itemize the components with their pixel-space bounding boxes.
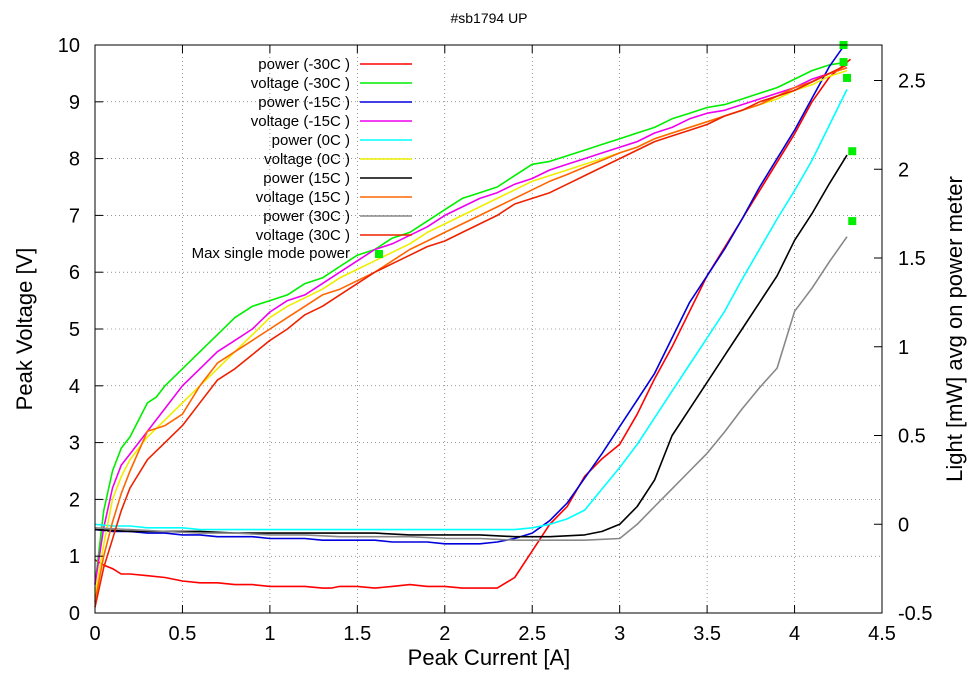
- x-tick-label: 1.5: [343, 623, 371, 645]
- y-axis-ticks: 0 1 2 3 4 5 6 7 8 9 10: [58, 35, 103, 625]
- legend-label: power (-15C ): [258, 94, 350, 111]
- grid: [95, 45, 882, 613]
- y-tick-label: 0: [69, 603, 80, 625]
- y-tick-label: 8: [69, 149, 80, 171]
- y-tick-label: 2: [69, 489, 80, 511]
- chart-title: #sb1794 UP: [450, 10, 527, 26]
- legend-label: voltage (0C ): [264, 151, 350, 168]
- y2-tick-label: 2.5: [898, 71, 926, 93]
- max-single-mode-marker: [843, 73, 852, 82]
- legend-label: power (0C ): [272, 132, 350, 149]
- y2-axis-ticks: -0.5 0 0.5 1 1.5 2 2.5: [874, 71, 932, 625]
- max-single-mode-marker: [848, 147, 857, 156]
- legend-label: voltage (-15C ): [251, 113, 350, 130]
- y2-tick-label: 2: [898, 159, 909, 181]
- legend-label: voltage (15C ): [256, 189, 350, 206]
- series-line-power-0c: [94, 89, 848, 531]
- legend-marker-swatch: [375, 250, 383, 258]
- x-tick-label: 3: [614, 623, 625, 645]
- series-line-voltage-15c: [94, 66, 848, 602]
- legend-label: power (30C ): [263, 208, 350, 225]
- x-axis-ticks: 0 0.5 1 1.5 2 2.5 3 3.5 4 4.5: [89, 45, 896, 645]
- legend-label: voltage (30C ): [256, 227, 350, 244]
- legend-label: power (15C ): [263, 170, 350, 187]
- y2-tick-label: 1: [898, 337, 909, 359]
- x-tick-label: 4: [789, 623, 800, 645]
- y2-axis-label: Light [mW] avg on power meter: [942, 176, 967, 482]
- series-line-power-30c: [94, 236, 848, 542]
- series-line-power-15c: [94, 154, 848, 538]
- y-tick-label: 5: [69, 319, 80, 341]
- series-layer: [94, 40, 852, 608]
- y2-tick-label: 0: [898, 514, 909, 536]
- x-tick-label: 0: [89, 623, 100, 645]
- legend-label: power (-30C ): [258, 56, 350, 73]
- series-line-voltage-0c: [94, 69, 848, 597]
- x-tick-label: 4.5: [868, 623, 896, 645]
- x-axis-label: Peak Current [A]: [408, 645, 571, 670]
- y-tick-label: 7: [69, 205, 80, 227]
- x-tick-label: 2: [439, 623, 450, 645]
- y2-tick-label: -0.5: [898, 603, 932, 625]
- series-line-voltage-15c: [94, 66, 848, 585]
- series-line-voltage-30c: [94, 64, 848, 608]
- series-line-voltage-30c: [94, 61, 848, 585]
- legend-label: voltage (-30C ): [251, 75, 350, 92]
- max-single-mode-marker: [848, 217, 857, 226]
- y-tick-label: 6: [69, 262, 80, 284]
- legend-label: Max single mode power: [192, 245, 350, 262]
- y2-tick-label: 1.5: [898, 248, 926, 270]
- y-tick-label: 10: [58, 35, 80, 57]
- y-tick-label: 3: [69, 433, 80, 455]
- series-line-power-30c: [94, 58, 852, 589]
- x-tick-label: 1: [264, 623, 275, 645]
- y-tick-label: 1: [69, 546, 80, 568]
- x-tick-label: 3.5: [693, 623, 721, 645]
- legend: power (-30C ) voltage (-30C ) power (-15C …: [192, 56, 412, 262]
- series-line-power-15c: [94, 40, 848, 545]
- y-axis-label: Peak Voltage [V]: [12, 248, 37, 411]
- y2-tick-label: 0.5: [898, 426, 926, 448]
- x-tick-label: 2.5: [518, 623, 546, 645]
- x-tick-label: 0.5: [169, 623, 197, 645]
- y-tick-label: 9: [69, 92, 80, 114]
- max-single-mode-marker: [839, 58, 848, 67]
- y-tick-label: 4: [69, 376, 80, 398]
